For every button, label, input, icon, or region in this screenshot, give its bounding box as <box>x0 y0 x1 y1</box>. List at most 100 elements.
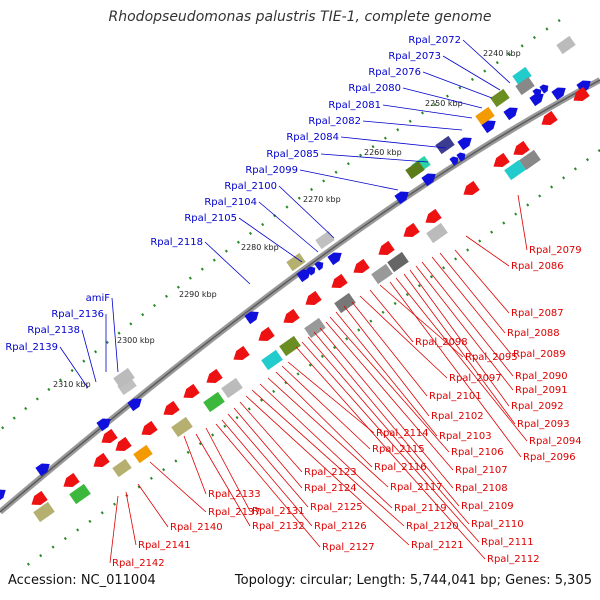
kbp-tick-label: 2300 kbp <box>117 336 155 345</box>
plus-strand-gene-arrow <box>481 120 496 134</box>
minus-strand-gene-arrow <box>331 273 348 288</box>
gene-feature-block <box>512 66 532 86</box>
gene-label: Rpal_2072 <box>408 35 461 46</box>
gene-leader-line <box>307 336 470 525</box>
gene-leader-line <box>415 265 514 391</box>
gene-feature-block <box>113 367 135 389</box>
gene-leader-line <box>238 217 303 263</box>
minus-strand-gene-arrow <box>493 152 510 167</box>
gene-leader-line <box>287 361 375 434</box>
gene-label: Rpal_2115 <box>372 444 425 455</box>
gene-label: Rpal_2124 <box>304 483 357 494</box>
gene-leader-line <box>59 346 89 389</box>
gene-leader-line <box>81 329 97 383</box>
gene-leader-line <box>109 495 119 564</box>
gene-leader-line <box>258 201 319 253</box>
gene-label: Rpal_2080 <box>348 83 401 94</box>
minus-strand-gene-arrow <box>541 110 558 125</box>
gene-leader-line <box>340 136 447 149</box>
gene-label: Rpal_2121 <box>411 540 464 551</box>
gene-leader-line <box>313 331 460 507</box>
gene-leader-line <box>299 169 399 191</box>
accession-text: Accession: NC_011004 <box>8 573 156 588</box>
gene-label: Rpal_2073 <box>388 51 441 62</box>
gene-feature-block <box>69 483 91 505</box>
plus-strand-gene-arrow <box>421 173 436 187</box>
gene-label: Rpal_2106 <box>451 447 504 458</box>
minus-strand-gene-arrow <box>163 400 180 415</box>
minus-strand-gene-arrow <box>93 452 110 467</box>
gene-leader-line <box>402 87 483 109</box>
gene-label: Rpal_2081 <box>328 100 381 111</box>
kbp-tick-label: 2290 kbp <box>179 290 217 299</box>
gene-label: Rpal_2098 <box>415 337 468 348</box>
gene-label: Rpal_2107 <box>455 465 508 476</box>
gene-feature-block <box>117 376 137 396</box>
plus-strand-gene-arrow <box>327 252 342 266</box>
gene-label: Rpal_2112 <box>487 554 540 565</box>
gene-feature-block <box>279 335 301 357</box>
gene-leader-line <box>233 407 303 489</box>
gene-label: Rpal_2086 <box>511 261 564 272</box>
plus-strand-gene-arrow <box>35 463 50 477</box>
minus-strand-gene-arrow <box>258 326 275 341</box>
gene-leader-line <box>251 389 405 527</box>
gene-leader-line <box>215 423 321 548</box>
map-title: Rhodopseudomonas palustris TIE-1, comple… <box>108 9 492 25</box>
gene-feature-block <box>286 252 306 272</box>
gene-label: Rpal_2093 <box>517 419 570 430</box>
gene-label: Rpal_2119 <box>394 503 447 514</box>
gene-label: Rpal_2089 <box>513 349 566 360</box>
gene-feature-block <box>426 222 448 244</box>
minus-strand-gene-arrow <box>233 345 250 360</box>
gene-leader-line <box>319 327 454 489</box>
gene-feature-block <box>435 135 455 155</box>
gene-leader-line <box>329 316 450 453</box>
plus-strand-gene-arrow <box>457 137 472 151</box>
gene-label: Rpal_2138 <box>27 325 80 336</box>
minus-strand-gene-arrow <box>31 490 48 505</box>
gene-feature-block <box>556 35 576 55</box>
gene-leader-line <box>465 235 510 267</box>
gene-label: Rpal_2092 <box>511 401 564 412</box>
gene-label: Rpal_2102 <box>431 411 484 422</box>
gene-label: Rpal_2137 <box>208 507 261 518</box>
gene-leader-line <box>454 249 510 314</box>
gene-feature-block <box>504 159 526 181</box>
gene-leader-line <box>517 194 528 251</box>
gene-leader-line <box>111 297 119 373</box>
gene-label: Rpal_2079 <box>529 245 582 256</box>
gene-label: Rpal_2110 <box>471 519 524 530</box>
plus-strand-gene-arrow <box>0 489 6 503</box>
gene-leader-line <box>227 413 309 508</box>
gene-feature-block <box>221 377 243 399</box>
gene-feature-block <box>112 458 132 478</box>
gene-label: Rpal_2087 <box>511 308 564 319</box>
gene-label: Rpal_2123 <box>304 467 357 478</box>
gene-feature-block <box>33 501 55 523</box>
gene-label: Rpal_2117 <box>390 482 443 493</box>
gene-label: Rpal_2095 <box>465 352 518 363</box>
gene-label: Rpal_2085 <box>266 149 319 160</box>
gene-label: Rpal_2140 <box>170 522 223 533</box>
kbp-tick-label: 2250 kbp <box>425 99 463 108</box>
plus-strand-gene-arrow <box>314 261 324 271</box>
gene-label: Rpal_2097 <box>449 373 502 384</box>
gene-label: Rpal_2114 <box>376 428 429 439</box>
gene-leader-line <box>421 261 514 377</box>
gene-label: Rpal_2094 <box>529 436 582 447</box>
gene-feature-block <box>133 444 153 464</box>
gene-leader-line <box>395 277 528 442</box>
gene-leader-line <box>295 346 486 560</box>
circular-genome-map: 2240 kbp 2250 kbp 2260 kbp 2270 kbp 2280 kbp… <box>0 18 600 572</box>
gene-label: Rpal_2103 <box>439 431 492 442</box>
gene-leader-line <box>359 295 448 379</box>
gene-leader-line <box>137 483 169 528</box>
minus-strand-gene-arrow <box>378 240 395 255</box>
gene-label: Rpal_2101 <box>429 391 482 402</box>
gene-label: Rpal_2088 <box>507 328 560 339</box>
gene-feature-block <box>490 88 510 108</box>
gene-leader-line <box>125 491 137 546</box>
minus-strand-gene-arrow <box>513 140 530 155</box>
